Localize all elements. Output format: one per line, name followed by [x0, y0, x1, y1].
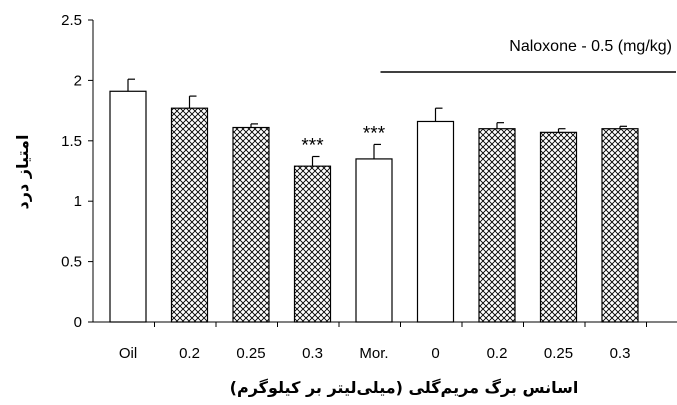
bar [232, 126, 270, 323]
bar [601, 128, 639, 323]
x-tick-label: 0 [431, 345, 439, 362]
significance-marker: *** [301, 136, 324, 157]
bar [109, 90, 147, 323]
x-tick-label: Oil [119, 345, 137, 362]
x-axis-label: اسانس برگ مریم‌گلی (میلی‌لیتر بر کیلوگرم… [230, 378, 579, 397]
bar [478, 128, 516, 323]
y-tick-label: 1 [74, 193, 82, 210]
x-tick-label: 0.2 [179, 345, 200, 362]
x-tick-label: 0.3 [610, 345, 631, 362]
bar [539, 131, 578, 323]
y-axis-label: امتیاز درد [13, 135, 32, 210]
y-tick-label: 2 [74, 72, 82, 89]
x-tick-label: 0.25 [544, 345, 573, 362]
y-axis: 0 0.5 1 1.5 2 2.5 [61, 12, 93, 331]
x-tick-label: 0.25 [236, 345, 265, 362]
bar [416, 120, 455, 323]
bar-series: *** *** [109, 78, 639, 323]
y-tick-label: 0.5 [61, 254, 82, 271]
x-axis: Oil 0.2 0.25 0.3 Mor. 0 0.2 0.25 0.3 [119, 322, 647, 362]
bar [355, 158, 393, 323]
y-tick-label: 1.5 [61, 133, 82, 150]
bar [293, 165, 332, 323]
naloxone-bracket: Naloxone - 0.5 (mg/kg) [380, 38, 676, 73]
x-tick-label: Mor. [359, 345, 388, 362]
x-tick-label: 0.3 [302, 345, 323, 362]
y-tick-label: 2.5 [61, 12, 82, 29]
x-tick-label: 0.2 [487, 345, 508, 362]
bar [170, 107, 209, 323]
y-tick-label: 0 [74, 314, 82, 331]
naloxone-label: Naloxone - 0.5 (mg/kg) [509, 38, 672, 55]
significance-marker: *** [363, 123, 386, 144]
